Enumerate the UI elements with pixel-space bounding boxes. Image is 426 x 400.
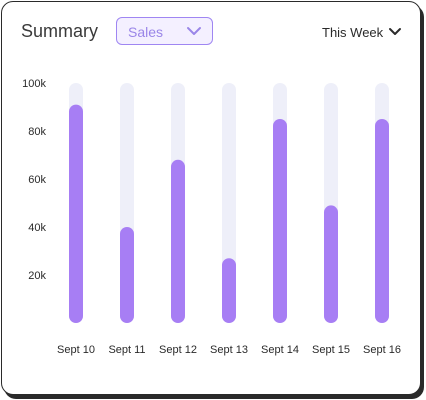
y-tick-label: 40k: [28, 222, 46, 234]
chevron-down-icon: [187, 27, 201, 35]
bar[interactable]: [324, 205, 338, 323]
y-tick-label: 60k: [28, 174, 46, 186]
y-tick-label: 80k: [28, 126, 46, 138]
x-tick-label: Sept 10: [57, 344, 95, 356]
bar-chart: 20k 40k 60k 80k 100k Sept 10 Sept 11 Sept 12 Sep…: [22, 78, 401, 356]
x-tick-label: Sept 15: [312, 344, 350, 356]
x-tick-label: Sept 12: [159, 344, 197, 356]
y-tick-label: 20k: [28, 270, 46, 282]
chevron-down-icon: [389, 28, 401, 35]
y-tick-label: 100k: [22, 78, 46, 90]
bar[interactable]: [222, 258, 236, 323]
x-tick-label: Sept 11: [108, 344, 145, 356]
bar[interactable]: [273, 119, 287, 323]
x-tick-label: Sept 13: [210, 344, 248, 356]
bar[interactable]: [120, 227, 134, 323]
bar[interactable]: [375, 119, 389, 323]
period-dropdown-value: This Week: [322, 25, 384, 40]
metric-dropdown[interactable]: Sales: [116, 17, 213, 45]
card-title: Summary: [21, 21, 99, 41]
x-tick-label: Sept 16: [363, 344, 401, 356]
bar[interactable]: [171, 159, 185, 323]
bar[interactable]: [69, 104, 83, 323]
x-tick-label: Sept 14: [261, 344, 299, 356]
metric-dropdown-value: Sales: [128, 24, 164, 40]
summary-card: Summary Sales This Week 20k 40k 60k 80k 100k…: [1, 1, 421, 395]
